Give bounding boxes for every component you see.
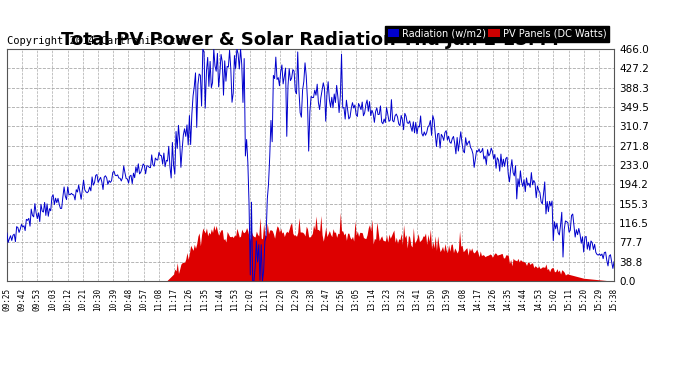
Legend: Radiation (w/m2), PV Panels (DC Watts): Radiation (w/m2), PV Panels (DC Watts) xyxy=(384,26,609,42)
Text: Copyright 2014 Cartronics.com: Copyright 2014 Cartronics.com xyxy=(7,36,188,46)
Title: Total PV Power & Solar Radiation Thu Jan 2 15:44: Total PV Power & Solar Radiation Thu Jan… xyxy=(61,31,560,49)
